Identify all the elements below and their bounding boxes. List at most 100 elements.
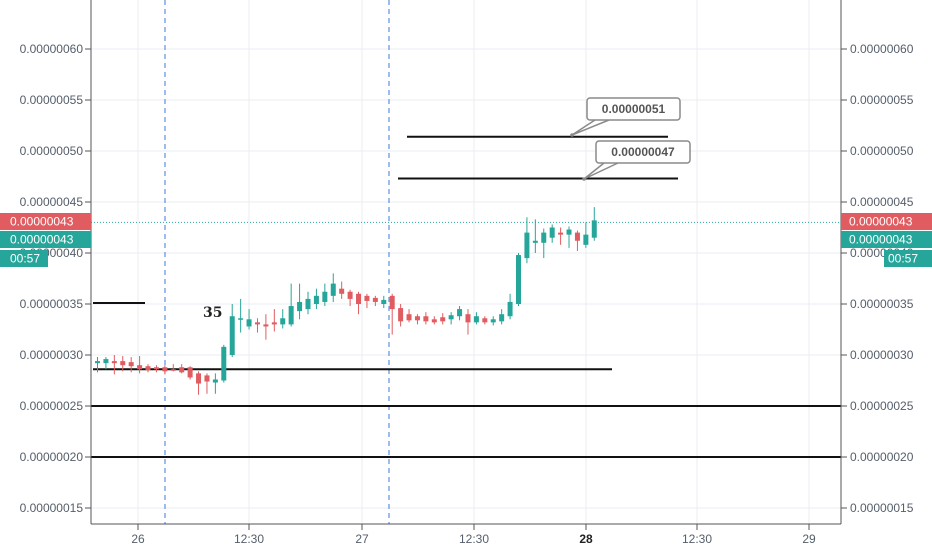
x-tick-label: 26 <box>131 532 145 546</box>
callout-label: 0.00000047 <box>611 145 675 159</box>
price-tag-left <box>0 213 91 230</box>
x-tick-label: 27 <box>355 532 369 546</box>
candle-body <box>322 291 328 302</box>
callouts: 0.00000051 0.00000047 <box>570 97 691 181</box>
candle-body <box>204 375 210 382</box>
candle-body <box>574 232 580 241</box>
candle-body <box>364 295 370 301</box>
candle-body <box>372 297 378 302</box>
candle-body <box>414 316 420 321</box>
candle-body <box>457 309 463 317</box>
price-tag-left <box>0 231 91 248</box>
candle-body <box>221 346 227 381</box>
grid <box>91 0 841 524</box>
y-tick-label: 0.00000035 <box>850 297 914 311</box>
x-tick-label: 28 <box>579 532 593 546</box>
price-tag-right-label: 0.00000043 <box>849 233 913 247</box>
callout-box <box>586 97 681 121</box>
candle-body <box>499 314 505 322</box>
candle-body <box>541 232 547 243</box>
candle-body <box>423 316 429 322</box>
candle-body <box>95 361 100 364</box>
x-axis: 26 12:30 27 12:30 28 12:30 29 <box>131 524 816 546</box>
annotation-label: 35 <box>203 305 222 321</box>
candle-body <box>381 299 387 304</box>
y-tick-label: 0.00000055 <box>850 93 914 107</box>
candle-body <box>347 291 353 299</box>
candle-body <box>398 308 404 322</box>
candle-body <box>549 227 555 238</box>
candle-body <box>212 379 218 383</box>
candle-body <box>532 240 538 243</box>
candle-body <box>440 317 446 322</box>
candle-body <box>516 255 521 304</box>
candle-body <box>339 288 345 294</box>
y-tick-label: 0.00000050 <box>850 144 914 158</box>
price-tag-left-label: 0.00000043 <box>10 215 74 229</box>
plot-frame <box>90 0 842 525</box>
candle-body <box>170 369 176 371</box>
candle-body <box>254 322 260 325</box>
y-tick-label: 0.00000060 <box>850 42 914 56</box>
candle-body <box>162 367 168 372</box>
callout-anchor <box>570 133 574 137</box>
callout-box <box>595 140 691 164</box>
candle-body <box>103 359 109 364</box>
candle-body <box>465 314 471 323</box>
candles <box>91 207 841 395</box>
y-tick-label: 0.00000025 <box>850 399 914 413</box>
candle-body <box>389 295 395 310</box>
price-tag-right-label: 0.00000043 <box>849 215 913 229</box>
y-tick-label: 0.00000020 <box>20 450 84 464</box>
callout-anchor <box>582 177 586 181</box>
x-tick-label: 12:30 <box>234 532 264 546</box>
session-dividers <box>164 0 390 524</box>
y-tick-label: 0.00000035 <box>20 297 84 311</box>
candle-body <box>145 366 151 371</box>
candle-body <box>591 220 597 238</box>
drawn-horizontal-lines <box>91 135 841 458</box>
y-tick-label: 0.00000060 <box>20 42 84 56</box>
candle-body <box>482 318 488 323</box>
candle-body <box>263 324 269 327</box>
price-tag-right <box>841 213 932 230</box>
price-tag-right-label: 00:57 <box>888 252 918 266</box>
candle-body <box>313 295 319 304</box>
price-tag-left-label: 0.00000043 <box>10 233 74 247</box>
candle-body <box>473 316 479 323</box>
candle-body <box>128 362 134 367</box>
candle-body <box>524 232 530 259</box>
candle-body <box>187 367 193 378</box>
candle-body <box>153 367 159 370</box>
candle-body <box>305 298 311 310</box>
x-tick-label: 12:30 <box>682 532 712 546</box>
candle-body <box>229 316 235 355</box>
candle-body <box>507 301 513 317</box>
candle-body <box>566 229 572 235</box>
y-tick-label: 0.00000030 <box>20 348 84 362</box>
candle-body <box>431 319 437 323</box>
candle-body <box>558 232 564 235</box>
y-tick-label: 0.00000025 <box>20 399 84 413</box>
candle-body <box>179 367 185 373</box>
callout-pointer <box>571 119 610 136</box>
price-tag-left-label: 00:57 <box>10 252 40 266</box>
candle-body <box>356 293 362 304</box>
candle-body <box>448 315 454 320</box>
x-tick-label: 29 <box>802 532 816 546</box>
y-tick-label: 0.00000050 <box>20 144 84 158</box>
candle-body <box>330 283 336 296</box>
candle-body <box>137 365 143 370</box>
candle-body <box>583 234 589 245</box>
y-tick-label: 0.00000045 <box>20 195 84 209</box>
candle-body <box>120 361 126 366</box>
candle-body <box>238 318 244 320</box>
candle-body <box>246 319 252 327</box>
y-tick-label: 0.00000015 <box>20 501 84 515</box>
x-tick-label: 12:30 <box>459 532 489 546</box>
candle-body <box>280 318 286 325</box>
price-tags: 0.00000043 0.00000043 0.00000043 0.00000043… <box>0 213 932 267</box>
y-tick-label: 0.00000055 <box>20 93 84 107</box>
callout-pointer <box>583 162 619 180</box>
